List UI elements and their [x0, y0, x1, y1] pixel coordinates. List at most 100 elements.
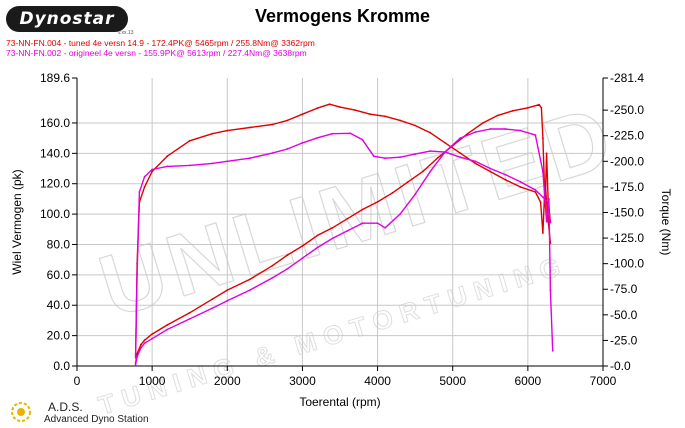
data-point	[544, 180, 546, 183]
data-point	[540, 106, 543, 109]
x-tick-label: 1000	[139, 374, 166, 388]
y-tick-label-left: 60.0	[47, 268, 71, 282]
x-axis-label: Toerental (rpm)	[299, 395, 380, 409]
y-tick-label-left: 140.0	[40, 146, 70, 160]
data-point	[459, 152, 462, 155]
data-point	[534, 134, 537, 137]
data-point	[166, 328, 169, 331]
ads-subtitle: Advanced Dyno Station	[44, 414, 149, 425]
axes: 0 1000 2000 3000 4000 5000 6000 7000 0.0 20.0 40.0…	[40, 71, 644, 388]
y-tick-label-right: -200.0	[610, 154, 644, 168]
data-point	[549, 221, 552, 224]
page-title: Vermogens Kromme	[254, 6, 431, 26]
data-point	[151, 170, 154, 173]
x-tick-label: 2000	[214, 374, 241, 388]
data-point	[286, 254, 289, 256]
data-point	[316, 246, 319, 249]
data-point	[429, 170, 432, 173]
data-point	[134, 363, 137, 366]
data-point	[539, 201, 542, 204]
run2-info: 73-NN-FN.002 - origineel 4e versn - 155.…	[6, 48, 307, 58]
series-line-1-torque	[134, 103, 552, 356]
y-tick-label-left: 40.0	[47, 298, 71, 312]
y-tick-label-right: -150.0	[610, 205, 644, 219]
data-point	[248, 278, 251, 281]
data-point	[271, 277, 274, 279]
data-point	[372, 155, 375, 158]
data-point	[534, 189, 537, 191]
data-point	[538, 103, 540, 106]
data-point	[271, 123, 274, 126]
watermark: UNLIMITED TUNING & MOTORTUNING	[88, 85, 628, 421]
data-point	[546, 201, 549, 204]
data-point	[143, 342, 146, 345]
series-line-2-power	[134, 128, 554, 365]
data-point	[376, 201, 379, 203]
y-tick-label-right: -225.0	[610, 129, 644, 143]
data-point	[399, 119, 401, 122]
data-point	[166, 155, 169, 158]
data-point	[331, 132, 334, 135]
data-point	[504, 173, 507, 176]
data-point	[138, 191, 141, 193]
data-point	[271, 264, 274, 267]
data-point	[489, 170, 492, 173]
data-point	[399, 213, 401, 216]
data-point	[414, 193, 416, 196]
data-point	[542, 137, 544, 140]
data-point	[504, 178, 507, 181]
data-point	[211, 132, 214, 135]
data-point	[286, 148, 289, 150]
data-point	[504, 128, 507, 130]
data-point	[166, 165, 169, 168]
data-point	[496, 114, 499, 117]
data-point	[136, 273, 139, 275]
y-top-label-left: 189.6	[40, 71, 70, 85]
ads-name: A.D.S.	[48, 400, 83, 414]
data-point	[421, 170, 424, 173]
data-point	[444, 142, 447, 144]
data-point	[136, 356, 139, 358]
data-point	[211, 162, 214, 165]
data-point	[248, 126, 251, 129]
data-point	[391, 191, 394, 194]
data-point	[361, 138, 364, 141]
data-point	[143, 175, 146, 178]
data-point	[248, 289, 251, 291]
data-point	[406, 181, 409, 184]
y-top-label-right: -281.4	[610, 71, 644, 85]
data-point	[166, 324, 169, 326]
data-point	[301, 113, 304, 116]
x-tick-label: 4000	[364, 374, 391, 388]
data-point	[354, 109, 356, 111]
data-point	[346, 217, 349, 220]
data-point	[511, 109, 514, 112]
data-point	[188, 318, 191, 320]
data-point	[361, 222, 364, 225]
data-point	[545, 220, 548, 223]
data-point	[140, 343, 142, 346]
logo-subtext: v.xx.13	[118, 30, 134, 36]
x-tick-label: 5000	[439, 374, 466, 388]
y-tick-label-right: -50.0	[610, 308, 638, 322]
data-point	[474, 160, 477, 163]
y-tick-label-right: -125.0	[610, 231, 644, 245]
data-point	[226, 299, 229, 302]
y-tick-label-left: 120.0	[40, 177, 70, 191]
data-point	[474, 162, 477, 165]
data-point	[369, 113, 371, 116]
data-point	[286, 267, 289, 270]
data-point	[226, 289, 229, 291]
data-point	[549, 289, 552, 291]
y-tick-label-left: 160.0	[40, 116, 70, 130]
data-point	[301, 257, 304, 260]
series-line-3-torque	[134, 132, 552, 358]
data-point	[188, 139, 191, 142]
data-point	[140, 346, 142, 349]
data-point	[384, 157, 386, 160]
data-point	[316, 234, 319, 237]
data-point	[151, 337, 154, 340]
x-tick-label: 6000	[515, 374, 542, 388]
data-point	[429, 131, 432, 134]
